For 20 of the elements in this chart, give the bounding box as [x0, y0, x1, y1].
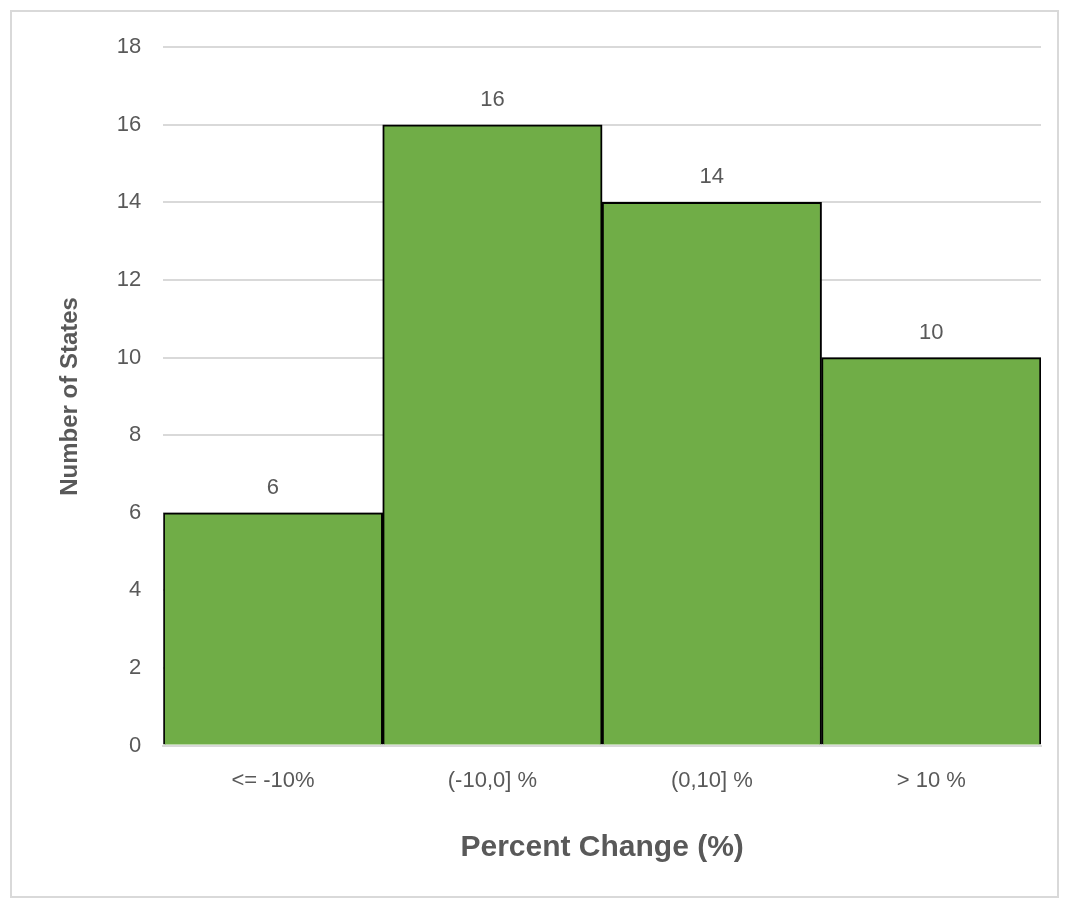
data-label: 6 — [266, 473, 280, 499]
data-label: 14 — [699, 163, 725, 189]
y-tick-label: 12 — [116, 266, 142, 292]
y-tick-label: 0 — [129, 731, 142, 757]
y-tick-label: 4 — [129, 576, 142, 602]
y-tick-label: 16 — [116, 110, 142, 136]
x-tick-label: (-10,0] % — [447, 766, 538, 792]
data-label: 16 — [480, 85, 505, 111]
x-tick-label: <= -10% — [231, 766, 315, 792]
data-label: 10 — [919, 318, 944, 344]
x-tick-label: (0,10] % — [670, 766, 753, 792]
x-tick-label: > 10 % — [896, 766, 966, 792]
y-tick-label: 6 — [129, 498, 142, 524]
y-tick-label: 18 — [116, 33, 142, 59]
y-tick-label: 14 — [116, 188, 142, 214]
y-tick-label: 10 — [116, 343, 142, 369]
y-axis-title: Number of States — [55, 297, 83, 496]
y-tick-label: 8 — [129, 421, 142, 447]
x-axis-title: Percent Change (%) — [460, 829, 744, 863]
y-tick-label: 2 — [129, 654, 142, 680]
